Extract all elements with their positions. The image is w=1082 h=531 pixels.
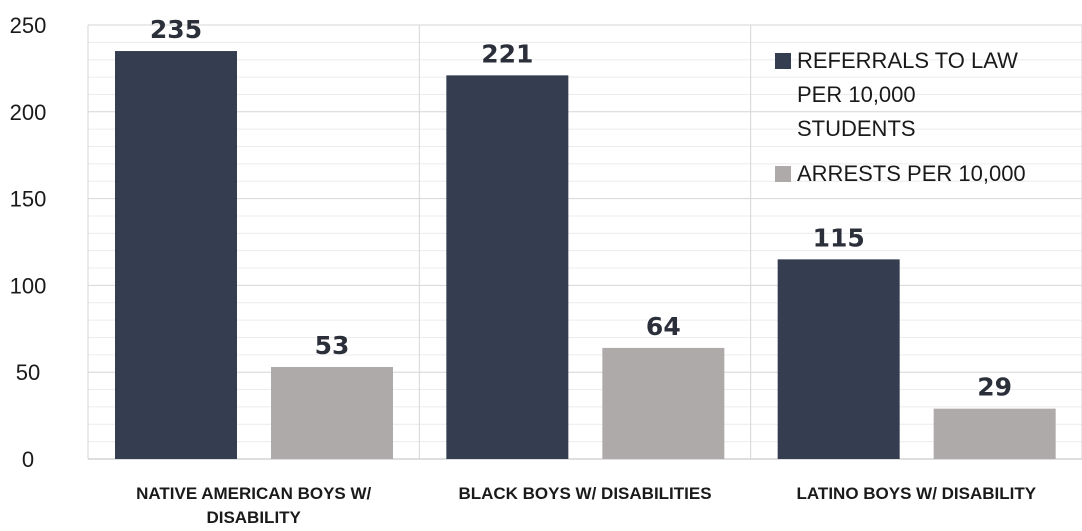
bar-series-1-latino-boys-w-disability [777,259,900,459]
bar-series-2-latino-boys-w-disability [933,408,1056,459]
bars [115,51,1056,460]
x-category-label: NATIVE AMERICAN BOYS W/ [136,484,371,503]
x-axis-categories: NATIVE AMERICAN BOYS W/DISABILITY BLACK B… [136,484,1037,527]
y-tick-label: 0 [22,447,34,472]
x-category-label: LATINO BOYS W/ DISABILITY [797,484,1037,503]
x-category-label: DISABILITY [206,508,301,527]
legend-label: ARRESTS PER 10,000 [797,161,1026,186]
data-labels: 235 221 115 53 64 29 [150,15,1012,402]
bar-series-2-black-boys-w-disabilities [602,347,725,459]
legend-swatch-series-1 [775,53,791,69]
legend-swatch-series-2 [775,166,791,182]
y-tick-label: 150 [10,187,47,212]
legend-label: REFERRALS TO LAW [797,48,1018,73]
data-label: 64 [646,312,681,341]
legend-label: PER 10,000 [797,82,916,107]
legend: REFERRALS TO LAW PER 10,000 STUDENTS ARREST… [775,48,1026,186]
y-tick-label: 50 [16,360,40,385]
data-label: 115 [813,223,865,252]
y-axis-ticks: 0 50 100 150 200 250 [10,13,47,472]
data-label: 221 [481,39,533,68]
bar-series-2-native-american-boys-w [271,366,393,459]
bar-series-1-black-boys-w-disabilities [446,75,569,460]
data-label: 235 [150,15,202,44]
y-tick-label: 100 [10,273,47,298]
data-label: 29 [977,373,1012,402]
grid-lines [87,24,1082,460]
data-label: 53 [315,331,350,360]
legend-label: STUDENTS [797,116,916,141]
bar-series-1-native-american-boys-w [115,51,237,459]
y-tick-label: 200 [10,100,47,125]
x-category-label: BLACK BOYS W/ DISABILITIES [458,484,711,503]
y-tick-label: 250 [10,13,47,38]
